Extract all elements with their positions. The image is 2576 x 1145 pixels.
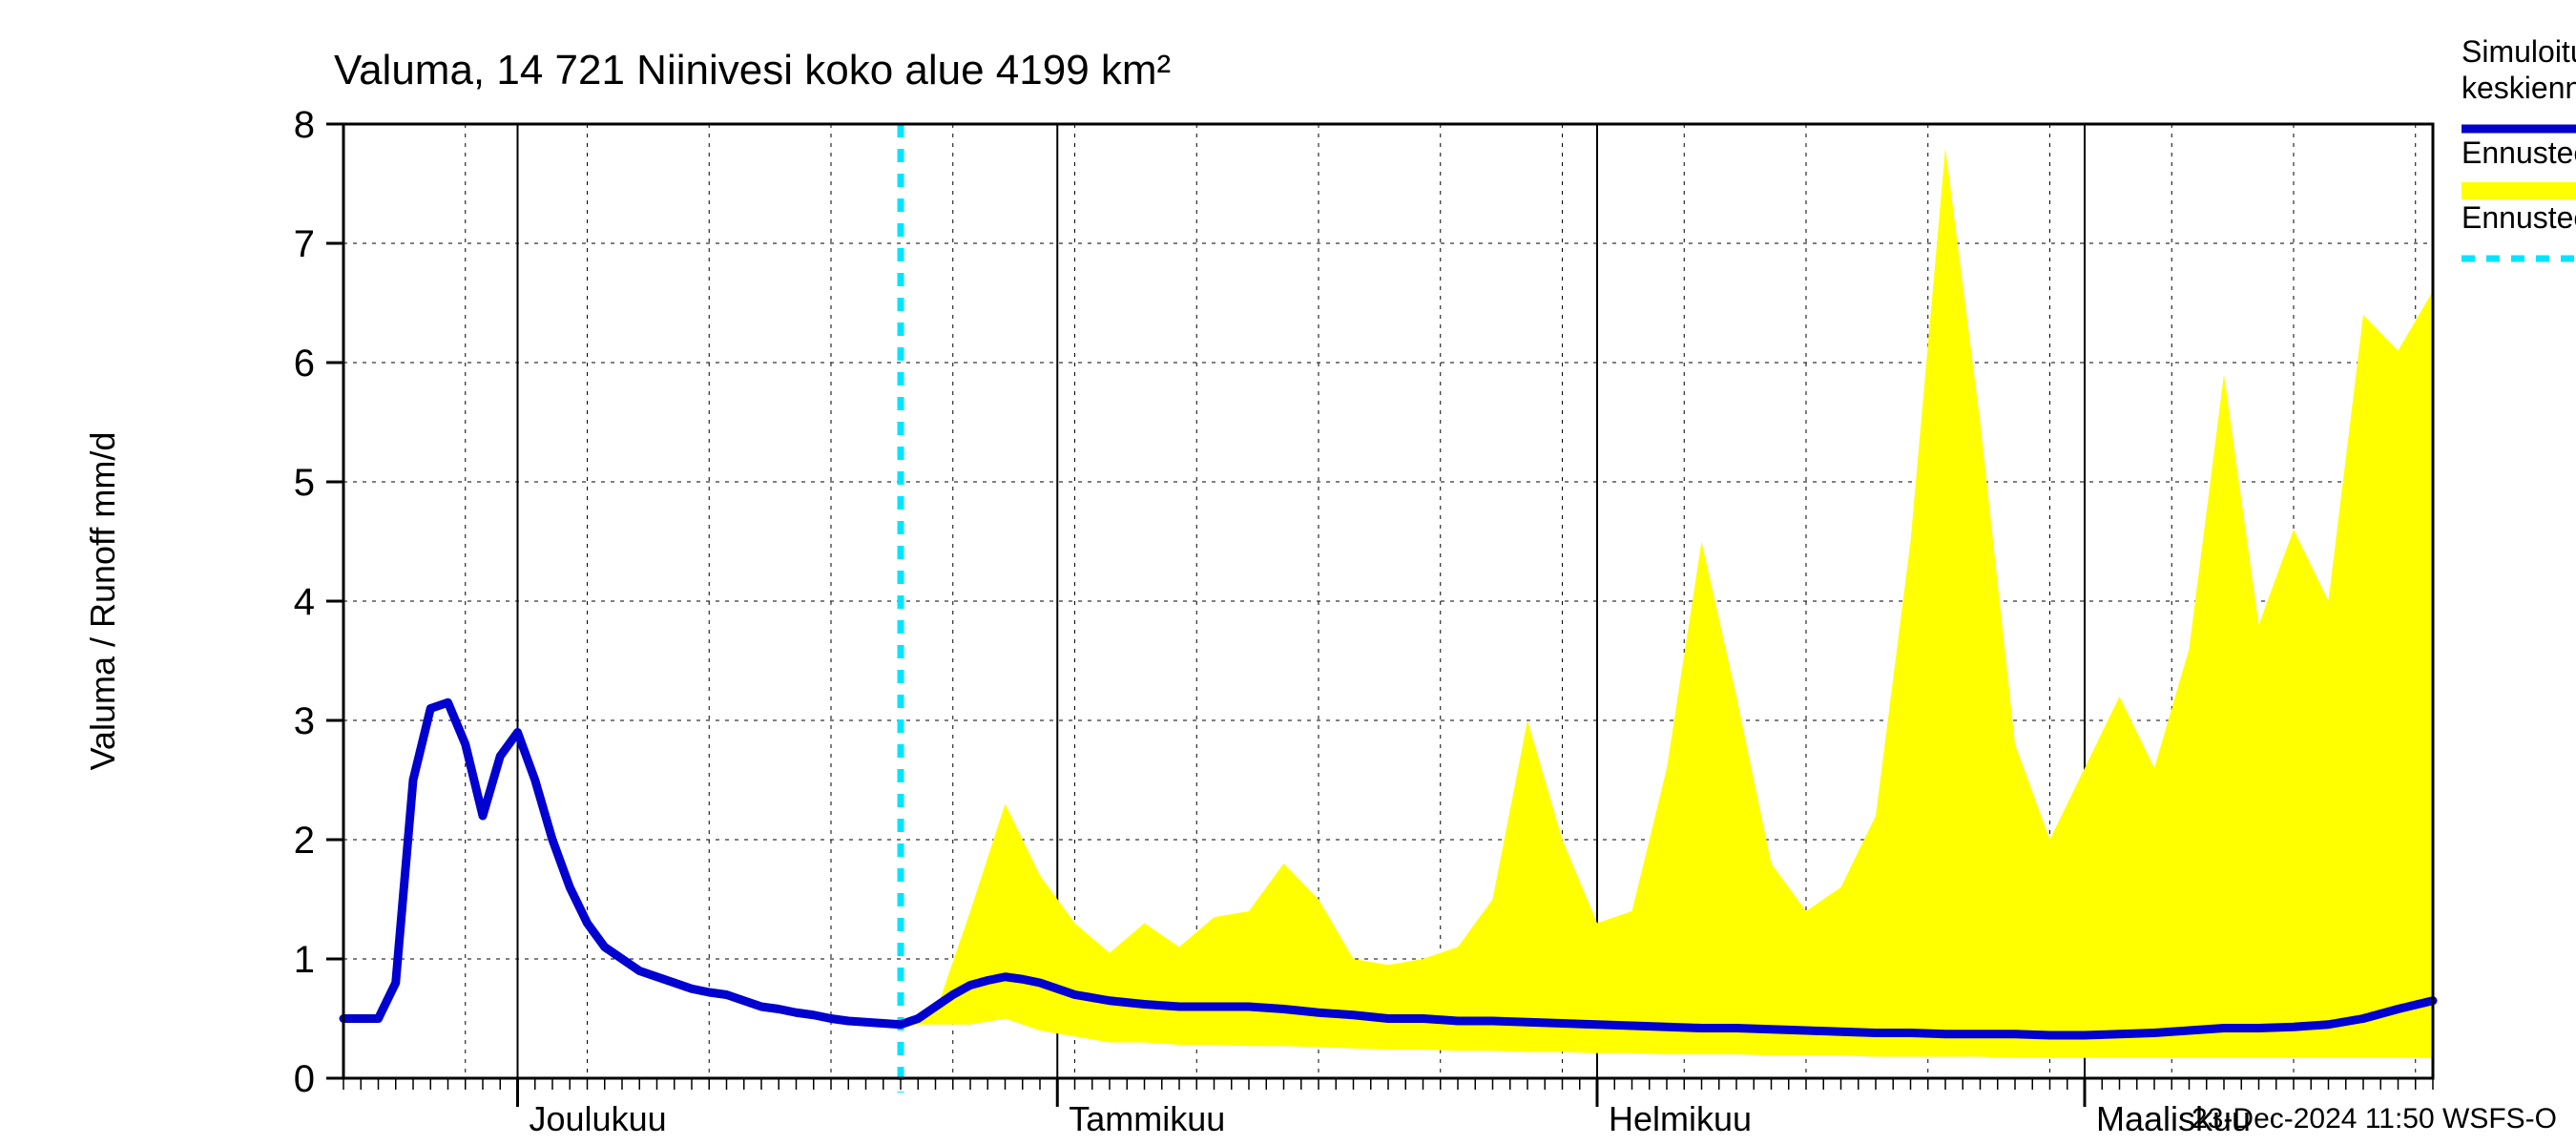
- legend-swatch-fill: [2462, 182, 2576, 199]
- y-tick-label: 5: [294, 462, 315, 504]
- y-tick-label: 2: [294, 820, 315, 862]
- y-tick-label: 6: [294, 343, 315, 385]
- y-tick-label: 0: [294, 1058, 315, 1100]
- chart-title: Valuma, 14 721 Niinivesi koko alue 4199 …: [334, 47, 1171, 94]
- y-tick-label: 8: [294, 104, 315, 146]
- legend-label: Simuloitu historia ja: [2462, 34, 2576, 69]
- y-tick-label: 3: [294, 700, 315, 742]
- x-month-label: Tammikuu: [1069, 1099, 1225, 1138]
- chart-footer: 23-Dec-2024 11:50 WSFS-O: [2192, 1103, 2557, 1135]
- x-month-label: Helmikuu: [1609, 1099, 1752, 1138]
- runoff-chart: 012345678Joulukuu2024Tammikuu2025Helmiku…: [0, 0, 2576, 1145]
- legend-label: Ennusteen alku: [2462, 200, 2576, 235]
- y-tick-label: 7: [294, 223, 315, 265]
- y-tick-label: 1: [294, 939, 315, 981]
- chart-container: 012345678Joulukuu2024Tammikuu2025Helmiku…: [0, 0, 2576, 1145]
- y-tick-label: 4: [294, 581, 315, 623]
- legend-label: Ennusteen vaihteluväli: [2462, 135, 2576, 170]
- y-axis-label: Valuma / Runoff mm/d: [83, 432, 122, 771]
- legend-label: keskiennuste: [2462, 71, 2576, 105]
- x-month-label: Joulukuu: [530, 1099, 667, 1138]
